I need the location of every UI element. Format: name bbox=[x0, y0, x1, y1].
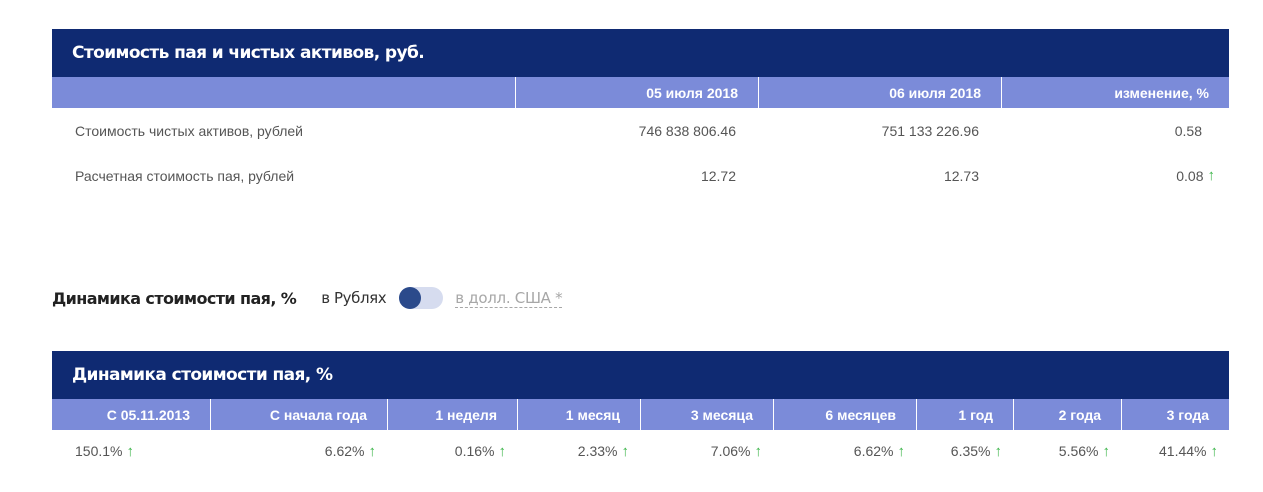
dynamics-heading: Динамика стоимости пая, % bbox=[52, 288, 297, 308]
dynamics-table: Динамика стоимости пая, % С 05.11.2013 С… bbox=[52, 351, 1229, 472]
row-value-2: 12.73 bbox=[943, 167, 979, 184]
period-value: 6.35% bbox=[950, 443, 991, 459]
dynamics-table-header: С 05.11.2013 С начала года 1 неделя 1 ме… bbox=[52, 399, 1229, 430]
usd-option-link[interactable]: в долл. США * bbox=[455, 288, 563, 308]
up-arrow-icon: ↑ bbox=[368, 442, 377, 460]
header-period: 2 года bbox=[1013, 399, 1121, 430]
period-value-cell: 150.1% ↑ bbox=[52, 443, 210, 460]
period-value-cell: 2.33% ↑ bbox=[517, 443, 640, 460]
nav-table-title: Стоимость пая и чистых активов, руб. bbox=[52, 29, 1229, 77]
period-value-cell: 0.16% ↑ bbox=[387, 443, 517, 460]
row-change: 0.58 bbox=[1001, 123, 1229, 139]
header-date-2: 06 июля 2018 bbox=[758, 77, 1001, 108]
nav-table-header: 05 июля 2018 06 июля 2018 изменение, % bbox=[52, 77, 1229, 108]
header-period: 1 неделя bbox=[387, 399, 517, 430]
row-label: Расчетная стоимость пая, рублей bbox=[75, 167, 295, 184]
table-row: Расчетная стоимость пая, рублей 12.72 12… bbox=[52, 153, 1229, 198]
up-arrow-icon: ↑ bbox=[754, 442, 763, 460]
header-period: 1 месяц bbox=[517, 399, 640, 430]
period-value-cell: 6.62% ↑ bbox=[210, 443, 387, 460]
row-value-2: 751 133 226.96 bbox=[881, 122, 979, 139]
header-change: изменение, % bbox=[1001, 77, 1229, 108]
up-arrow-icon: ↑ bbox=[897, 442, 906, 460]
table-row: 150.1% ↑ 6.62% ↑ 0.16% ↑ 2.33% ↑ 7.06% ↑ 6.62… bbox=[52, 430, 1229, 472]
up-arrow-icon: ↑ bbox=[994, 442, 1003, 460]
header-empty bbox=[52, 77, 515, 108]
up-arrow-icon: ↑ bbox=[1210, 442, 1219, 460]
period-value: 41.44% bbox=[1159, 443, 1207, 459]
up-arrow-icon: ↑ bbox=[498, 442, 507, 460]
row-change: 0.08 ↑ bbox=[1001, 167, 1229, 184]
period-value: 7.06% bbox=[710, 443, 751, 459]
row-value-1: 746 838 806.46 bbox=[638, 122, 736, 139]
up-arrow-icon: ↑ bbox=[621, 442, 630, 460]
row-value-1: 12.72 bbox=[700, 167, 736, 184]
period-value: 150.1% bbox=[75, 443, 123, 459]
dynamics-table-title: Динамика стоимости пая, % bbox=[52, 351, 1229, 399]
period-value-cell: 7.06% ↑ bbox=[640, 443, 773, 460]
table-row: Стоимость чистых активов, рублей 746 838… bbox=[52, 108, 1229, 153]
currency-toggle[interactable] bbox=[399, 287, 444, 309]
period-value-cell: 6.35% ↑ bbox=[916, 443, 1013, 460]
toggle-knob bbox=[399, 287, 422, 309]
rub-option-label[interactable]: в Рублях bbox=[321, 289, 387, 307]
period-value-cell: 6.62% ↑ bbox=[773, 443, 916, 460]
period-value: 5.56% bbox=[1058, 443, 1099, 459]
header-date-1: 05 июля 2018 bbox=[515, 77, 758, 108]
header-period: 6 месяцев bbox=[773, 399, 916, 430]
period-value: 2.33% bbox=[577, 443, 618, 459]
up-arrow-icon: ↑ bbox=[126, 442, 134, 460]
up-arrow-icon: ↑ bbox=[1207, 167, 1216, 184]
up-arrow-icon: ↑ bbox=[1102, 442, 1111, 460]
period-value: 6.62% bbox=[853, 443, 894, 459]
row-change-value: 0.08 bbox=[1176, 167, 1204, 184]
header-period: 1 год bbox=[916, 399, 1013, 430]
period-value: 0.16% bbox=[454, 443, 495, 459]
row-label: Стоимость чистых активов, рублей bbox=[75, 122, 303, 139]
header-period: С начала года bbox=[210, 399, 387, 430]
currency-switch-row: Динамика стоимости пая, % в Рублях в дол… bbox=[52, 285, 563, 311]
period-value-cell: 5.56% ↑ bbox=[1013, 443, 1121, 460]
period-value-cell: 41.44% ↑ bbox=[1121, 443, 1229, 460]
header-period: 3 года bbox=[1121, 399, 1229, 430]
row-change-value: 0.58 bbox=[1174, 122, 1202, 139]
header-period: С 05.11.2013 bbox=[106, 406, 190, 423]
period-value: 6.62% bbox=[324, 443, 365, 459]
nav-table: Стоимость пая и чистых активов, руб. 05 … bbox=[52, 29, 1229, 198]
header-period: 3 месяца bbox=[640, 399, 773, 430]
